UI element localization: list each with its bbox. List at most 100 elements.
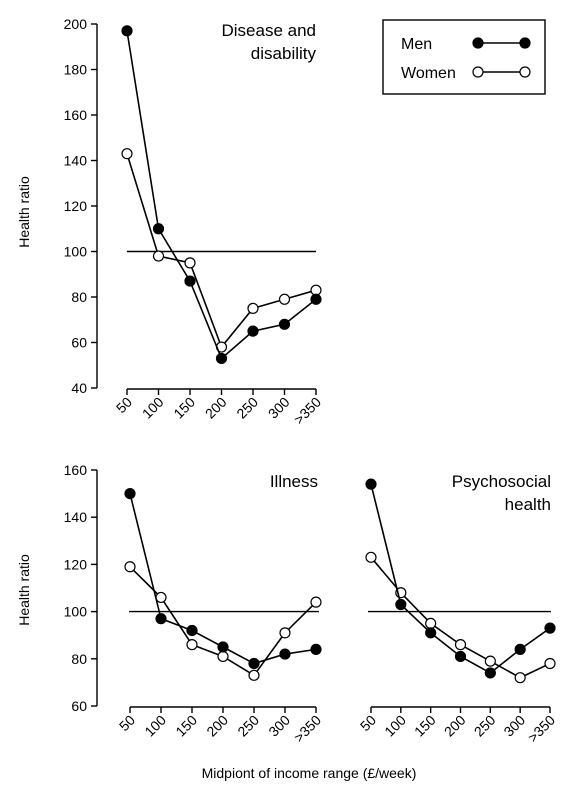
- x-tick-label: 300: [265, 712, 293, 740]
- y-tick-label: 140: [64, 153, 88, 169]
- data-point-men: [248, 657, 260, 670]
- data-point-men: [425, 627, 437, 639]
- data-point-men: [121, 25, 133, 37]
- legend: Men Women: [382, 19, 546, 95]
- x-tick-label: 150: [172, 712, 200, 740]
- y-tick-label: 160: [64, 462, 88, 478]
- x-tick-label: 250: [234, 712, 262, 740]
- data-point-men: [395, 598, 407, 611]
- y-tick-label: 120: [64, 556, 88, 572]
- data-point-women: [279, 627, 291, 639]
- x-tick-label: 200: [203, 712, 231, 740]
- data-point-men: [152, 223, 165, 235]
- y-tick-label: 120: [64, 198, 88, 214]
- legend-marker-women-start: [472, 66, 484, 78]
- chart-panel-2: 50 100 150 200 250 300>350 Psychosocial health: [357, 472, 558, 745]
- x-tick-label: 100: [139, 394, 167, 422]
- data-point-women: [278, 293, 291, 305]
- panel-title-line: health: [505, 495, 551, 514]
- x-tick-label: >350: [291, 712, 325, 746]
- x-tick-label: 300: [500, 712, 528, 740]
- data-point-women: [365, 551, 377, 563]
- data-point-women: [484, 655, 496, 667]
- y-tick-label: 80: [71, 289, 87, 305]
- y-tick-label: 100: [64, 604, 88, 620]
- x-tick-label: 100: [141, 712, 169, 740]
- x-tick-label: 150: [411, 712, 439, 740]
- data-point-men: [310, 643, 322, 655]
- x-tick-label: 300: [265, 394, 293, 422]
- data-point-men: [514, 643, 526, 655]
- data-point-men: [278, 318, 291, 330]
- y-tick-label: 160: [64, 107, 88, 123]
- data-point-women: [121, 148, 133, 160]
- data-point-women: [454, 639, 467, 651]
- data-point-women: [152, 250, 165, 262]
- x-tick-label: 200: [441, 712, 469, 740]
- legend-marker-men-end: [519, 37, 531, 49]
- data-point-men: [279, 648, 291, 660]
- y-tick-label: 80: [71, 651, 87, 667]
- x-axis-title: Midpiont of income range (£/week): [202, 765, 417, 781]
- data-point-women: [310, 284, 322, 296]
- data-point-women: [247, 302, 259, 314]
- data-point-women: [217, 650, 229, 663]
- legend-marker-men-start: [472, 37, 484, 49]
- data-point-women: [425, 617, 437, 630]
- panel-title-line: disability: [251, 44, 317, 63]
- x-tick-label: 50: [116, 712, 138, 734]
- panel-title-line: Disease and: [221, 21, 316, 40]
- data-point-men: [184, 275, 196, 287]
- x-tick-label: >350: [291, 394, 325, 428]
- data-point-women: [248, 669, 260, 681]
- x-tick-label: 100: [381, 712, 409, 740]
- x-tick-label: 50: [113, 394, 135, 416]
- legend-box: [382, 19, 546, 95]
- data-point-women: [155, 591, 167, 604]
- x-tick-label: 250: [471, 712, 499, 740]
- y-tick-label: 140: [64, 509, 88, 525]
- y-tick-label: 60: [71, 698, 87, 714]
- data-point-men: [124, 488, 136, 500]
- series-line-women: [126, 153, 317, 349]
- data-point-men: [544, 622, 556, 634]
- data-point-women: [186, 639, 198, 651]
- data-point-men: [217, 641, 229, 653]
- data-point-men: [247, 325, 259, 337]
- data-point-women: [184, 257, 196, 269]
- y-tick-label: 200: [64, 16, 88, 32]
- x-tick-label: 150: [170, 394, 198, 422]
- y-tick-label: 60: [71, 335, 87, 351]
- data-point-women: [124, 561, 136, 573]
- x-tick-label: >350: [525, 712, 559, 746]
- series-line-men: [126, 30, 317, 360]
- data-point-men: [186, 624, 198, 637]
- data-point-men: [484, 667, 496, 679]
- legend-label-women: Women: [401, 65, 456, 82]
- x-tick-label: 200: [202, 394, 230, 422]
- data-point-men: [310, 293, 322, 305]
- x-tick-label: 50: [357, 712, 379, 734]
- series-line-men: [129, 493, 317, 665]
- y-tick-label: 180: [64, 62, 88, 78]
- panel-title-line: Psychosocial: [452, 472, 551, 491]
- x-tick-label: 250: [233, 394, 261, 422]
- data-point-men: [155, 613, 167, 625]
- data-point-women: [514, 672, 526, 684]
- data-point-women: [310, 596, 322, 608]
- data-point-women: [544, 657, 556, 670]
- data-point-men: [454, 650, 467, 663]
- data-point-men: [215, 352, 228, 365]
- legend-marker-women-end: [519, 66, 531, 78]
- y-tick-label: 100: [64, 244, 88, 260]
- y-tick-label: 40: [71, 380, 87, 396]
- y-axis-title-bottom: Health ratio: [16, 554, 32, 626]
- y-axis-title-top: Health ratio: [16, 176, 32, 248]
- data-point-men: [365, 478, 377, 490]
- legend-label-men: Men: [401, 36, 432, 53]
- panel-title-line: Illness: [270, 472, 318, 491]
